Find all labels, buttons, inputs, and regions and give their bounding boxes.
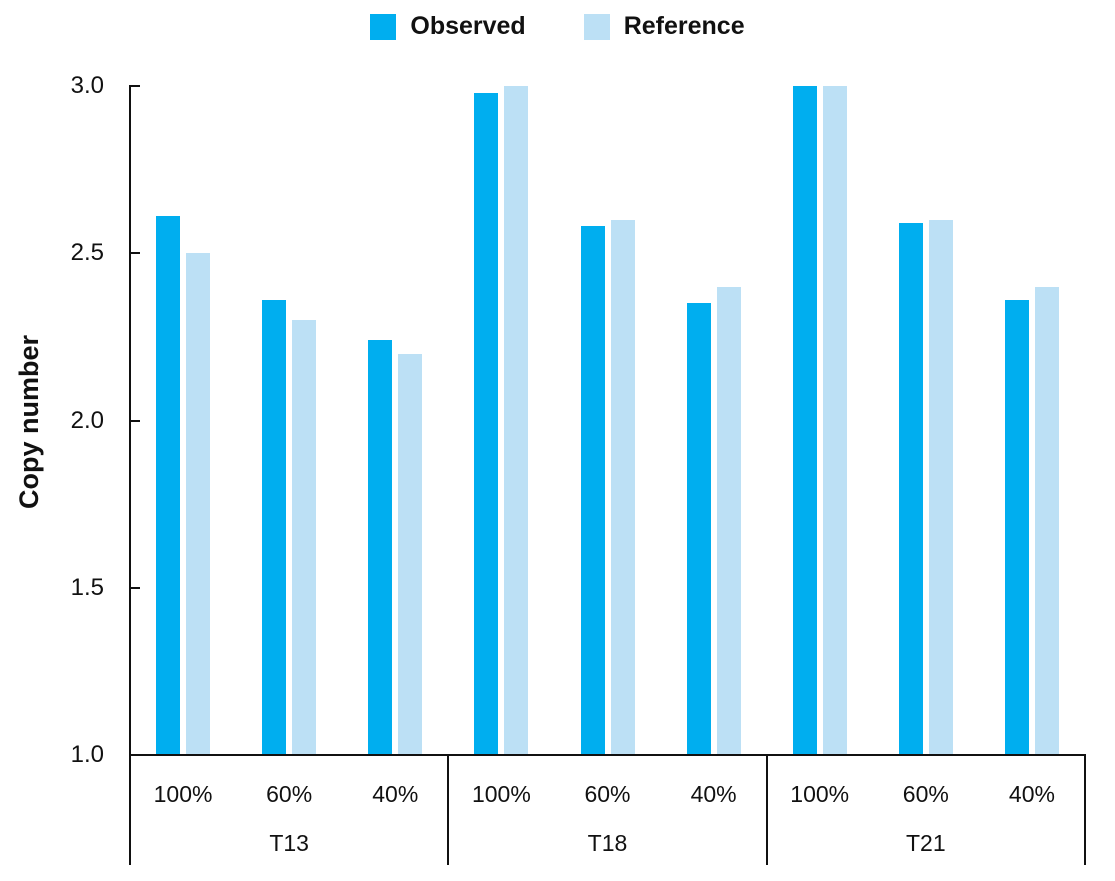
y-tick-label: 2.5	[70, 239, 104, 267]
bar-reference-T13-100%	[186, 253, 211, 755]
y-tick-label: 3.0	[70, 72, 104, 99]
bar-reference-T18-40%	[716, 286, 741, 755]
bar-reference-T21-40%	[1034, 286, 1059, 755]
x-category-label: 60%	[584, 781, 631, 807]
group-separator	[447, 755, 450, 865]
x-group-label: T18	[587, 830, 628, 856]
bar-reference-T13-60%	[292, 320, 317, 755]
legend-label-observed: Observed	[410, 12, 526, 40]
bar-observed-T13-40%	[368, 340, 393, 755]
x-category-label: 60%	[266, 781, 313, 807]
x-category-label: 100%	[471, 781, 531, 807]
x-category-label: 40%	[1008, 781, 1055, 807]
y-tick	[131, 586, 140, 589]
bar-observed-T21-60%	[898, 223, 923, 755]
bar-observed-T21-100%	[792, 86, 817, 755]
y-tick-label: 2.0	[70, 406, 104, 434]
bar-reference-T18-100%	[504, 86, 529, 755]
label-band-right-border	[1084, 755, 1086, 865]
legend-label-reference: Reference	[623, 12, 745, 40]
x-group-label: T21	[906, 830, 946, 856]
bar-observed-T13-60%	[262, 300, 287, 755]
legend-swatch-reference	[583, 13, 610, 40]
bar-reference-T18-60%	[610, 219, 635, 755]
group-separator	[765, 755, 768, 865]
legend: Observed Reference	[0, 12, 1115, 41]
legend-item-observed: Observed	[370, 12, 526, 41]
x-category-label: 60%	[902, 781, 949, 807]
bar-reference-T21-60%	[928, 219, 953, 755]
bar-observed-T18-60%	[580, 226, 605, 755]
bar-reference-T13-40%	[398, 353, 423, 755]
y-tick	[131, 252, 140, 255]
x-category-label: 40%	[690, 781, 737, 807]
legend-swatch-observed	[370, 13, 397, 40]
bar-observed-T18-100%	[474, 92, 499, 755]
y-axis-line	[129, 85, 131, 865]
y-tick	[131, 85, 140, 87]
bar-observed-T21-40%	[1004, 300, 1029, 755]
bar-observed-T13-100%	[156, 216, 181, 755]
bar-reference-T21-100%	[822, 86, 847, 755]
x-category-label: 100%	[790, 781, 850, 807]
x-group-label: T13	[269, 830, 309, 856]
x-category-label: 40%	[372, 781, 419, 807]
y-tick-label: 1.5	[70, 573, 104, 601]
x-axis-line	[129, 754, 1086, 756]
x-category-label: 100%	[153, 781, 213, 807]
legend-item-reference: Reference	[583, 12, 745, 41]
bar-observed-T18-40%	[686, 303, 711, 755]
y-tick-label: 1.0	[70, 741, 104, 768]
y-tick	[131, 419, 140, 422]
